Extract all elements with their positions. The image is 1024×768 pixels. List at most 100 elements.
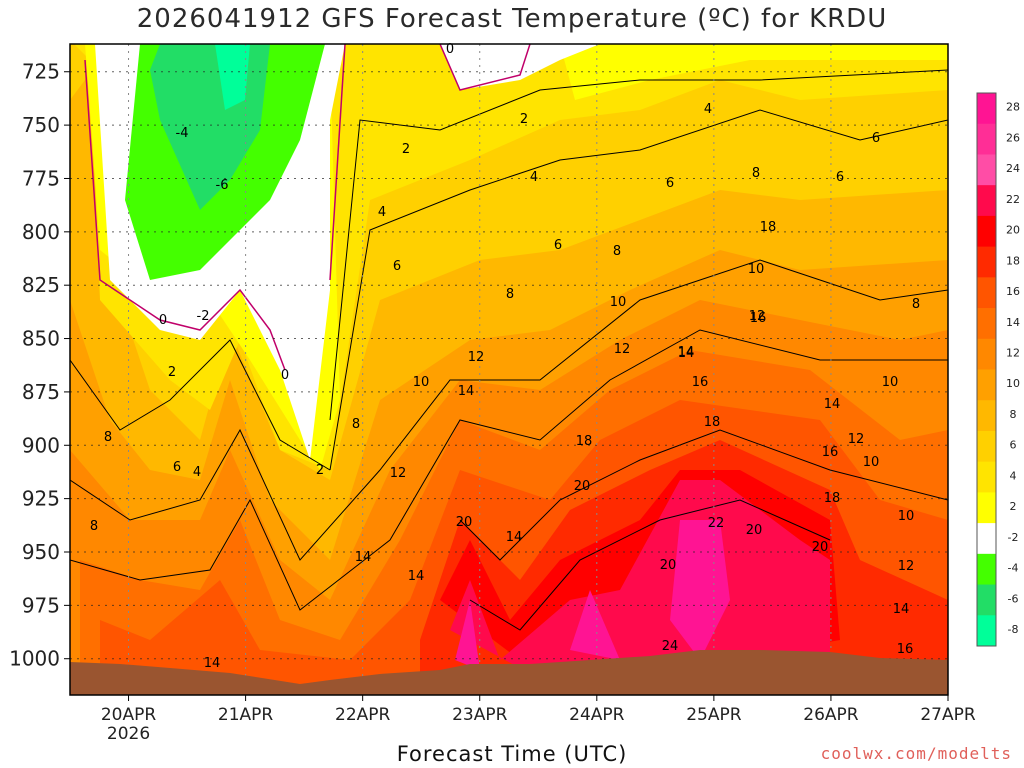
- contour-line-6: [469, 499, 831, 631]
- contour-label-12: 4: [193, 465, 201, 480]
- contour-label-14: 6: [173, 460, 181, 475]
- chart-title: 2026041912 GFS Forecast Temperature (ºC)…: [136, 4, 888, 34]
- y-tick-label-1000: 1000: [9, 647, 60, 671]
- x-year-label: 2026: [107, 724, 150, 744]
- contour-label-3: -2: [197, 309, 210, 324]
- contour-label-62: 14: [678, 346, 695, 361]
- colorbar-swatch-7: [977, 308, 996, 340]
- contour-label-31: 14: [355, 550, 372, 565]
- contour-line-3: [329, 109, 948, 471]
- contour-label-37: 22: [708, 516, 725, 531]
- x-axis: 20APR 21APR 22APR 23APR 24APR 25APR 26APR 27APR…: [101, 695, 976, 744]
- contour-label-19: 6: [666, 176, 674, 191]
- zero-contour-0: [84, 59, 286, 371]
- contour-label-11: 6: [393, 259, 401, 274]
- colorbar-label-16: -6: [1008, 592, 1019, 605]
- y-tick-label-775: 775: [22, 166, 60, 190]
- x-tick-label-6: 26APR: [803, 705, 859, 725]
- y-axis: 725 750 775 800 825 850 875 900 925 950 975 1000: [9, 60, 70, 671]
- x-axis-label: Forecast Time (UTC): [396, 742, 628, 766]
- colorbar-swatch-1: [977, 123, 996, 155]
- contour-label-17: 8: [506, 287, 514, 302]
- contour-label-39: 20: [812, 540, 829, 555]
- y-tick-label-925: 925: [22, 487, 60, 511]
- colorbar-label-10: 8: [1010, 408, 1017, 421]
- contour-label-33: 12: [390, 466, 407, 481]
- ground-terrain: [70, 650, 948, 695]
- colorbar-swatch-3: [977, 185, 996, 217]
- contour-line-4: [329, 69, 948, 421]
- credit-link[interactable]: coolwx.com/modelts: [820, 744, 1012, 763]
- contour-line-5: [459, 429, 948, 561]
- contour-label-18: 8: [613, 244, 621, 259]
- colorbar-label-2: 24: [1006, 162, 1020, 175]
- contour-line-2: [70, 329, 948, 611]
- contour-label-8: 2: [402, 142, 410, 157]
- contour-label-45: 12: [848, 432, 865, 447]
- contour-label-26: 18: [576, 434, 593, 449]
- contour-label-49: 8: [90, 519, 98, 534]
- contour-label-22: 12: [468, 350, 485, 365]
- y-tick-label-875: 875: [22, 380, 60, 404]
- colorbar-label-9: 10: [1006, 377, 1020, 390]
- x-tick-label-3: 23APR: [452, 705, 508, 725]
- contour-label-23: 14: [678, 345, 695, 360]
- colorbar-swatch-11: [977, 430, 996, 463]
- y-tick-label-850: 850: [22, 327, 60, 351]
- contour-label-61: 12: [749, 309, 766, 324]
- contour-label-34: 14: [408, 569, 425, 584]
- colorbar-label-3: 22: [1006, 193, 1020, 206]
- contour-label-56: 6: [872, 131, 880, 146]
- contour-label-50: 10: [898, 509, 915, 524]
- contour-label-10: 4: [378, 205, 386, 220]
- contour-label-47: 10: [882, 375, 899, 390]
- colorbar-swatch-9: [977, 369, 996, 401]
- contour-label-30: 14: [506, 530, 523, 545]
- contour-line-1: [70, 259, 948, 561]
- colorbar-label-15: -4: [1008, 562, 1019, 575]
- contour-label-60: 10: [748, 262, 765, 277]
- y-tick-label-725: 725: [22, 60, 60, 84]
- colorbar-swatch-17: [977, 615, 996, 647]
- contour-label-13: 8: [104, 430, 112, 445]
- contour-label-20: 10: [610, 295, 627, 310]
- contour-label-51: 12: [898, 559, 915, 574]
- colorbar-frame: [976, 92, 997, 647]
- contour-label-54: 14: [204, 656, 221, 671]
- colorbar-swatch-4: [977, 215, 996, 248]
- contour-label-38: 20: [746, 523, 763, 538]
- colorbar-label-5: 18: [1006, 254, 1020, 267]
- x-tick-label-2: 22APR: [335, 705, 391, 725]
- contour-label-2: -6: [216, 178, 229, 193]
- y-tick-label-825: 825: [22, 273, 60, 297]
- colorbar-swatch-8: [977, 338, 996, 370]
- contour-label-15: 4: [530, 170, 538, 185]
- contour-label-52: 14: [893, 602, 910, 617]
- colorbar-label-0: 28: [1006, 101, 1020, 114]
- contour-label-36: 18: [760, 220, 777, 235]
- temperature-band-7: [450, 480, 830, 690]
- colorbar-label-13: 2: [1010, 500, 1017, 513]
- y-tick-label-900: 900: [22, 433, 60, 457]
- x-tick-label-7: 27APR: [920, 705, 976, 725]
- y-tick-label-800: 800: [22, 220, 60, 244]
- contour-label-57: 4: [704, 102, 712, 117]
- x-tick-label-1: 21APR: [218, 705, 274, 725]
- contour-label-1: -4: [176, 126, 189, 141]
- contour-label-6: 0: [281, 368, 289, 383]
- colorbar-swatch-13: [977, 492, 996, 524]
- colorbar-swatch-12: [977, 461, 996, 493]
- colorbar-label-1: 26: [1006, 131, 1020, 144]
- contour-label-0: 0: [446, 42, 454, 57]
- contour-label-5: 2: [168, 365, 176, 380]
- contour-label-16: 6: [554, 238, 562, 253]
- zero-contour-1: [329, 44, 346, 281]
- colorbar-swatch-16: [977, 584, 996, 616]
- colorbar-label-11: 6: [1010, 439, 1017, 452]
- colorbar-swatch-14: [977, 523, 996, 555]
- contour-label-48: 8: [912, 297, 920, 312]
- colorbar-swatch-10: [977, 400, 996, 432]
- colorbar-swatch-2: [977, 154, 996, 186]
- x-tick-label-0: 20APR: [101, 705, 157, 725]
